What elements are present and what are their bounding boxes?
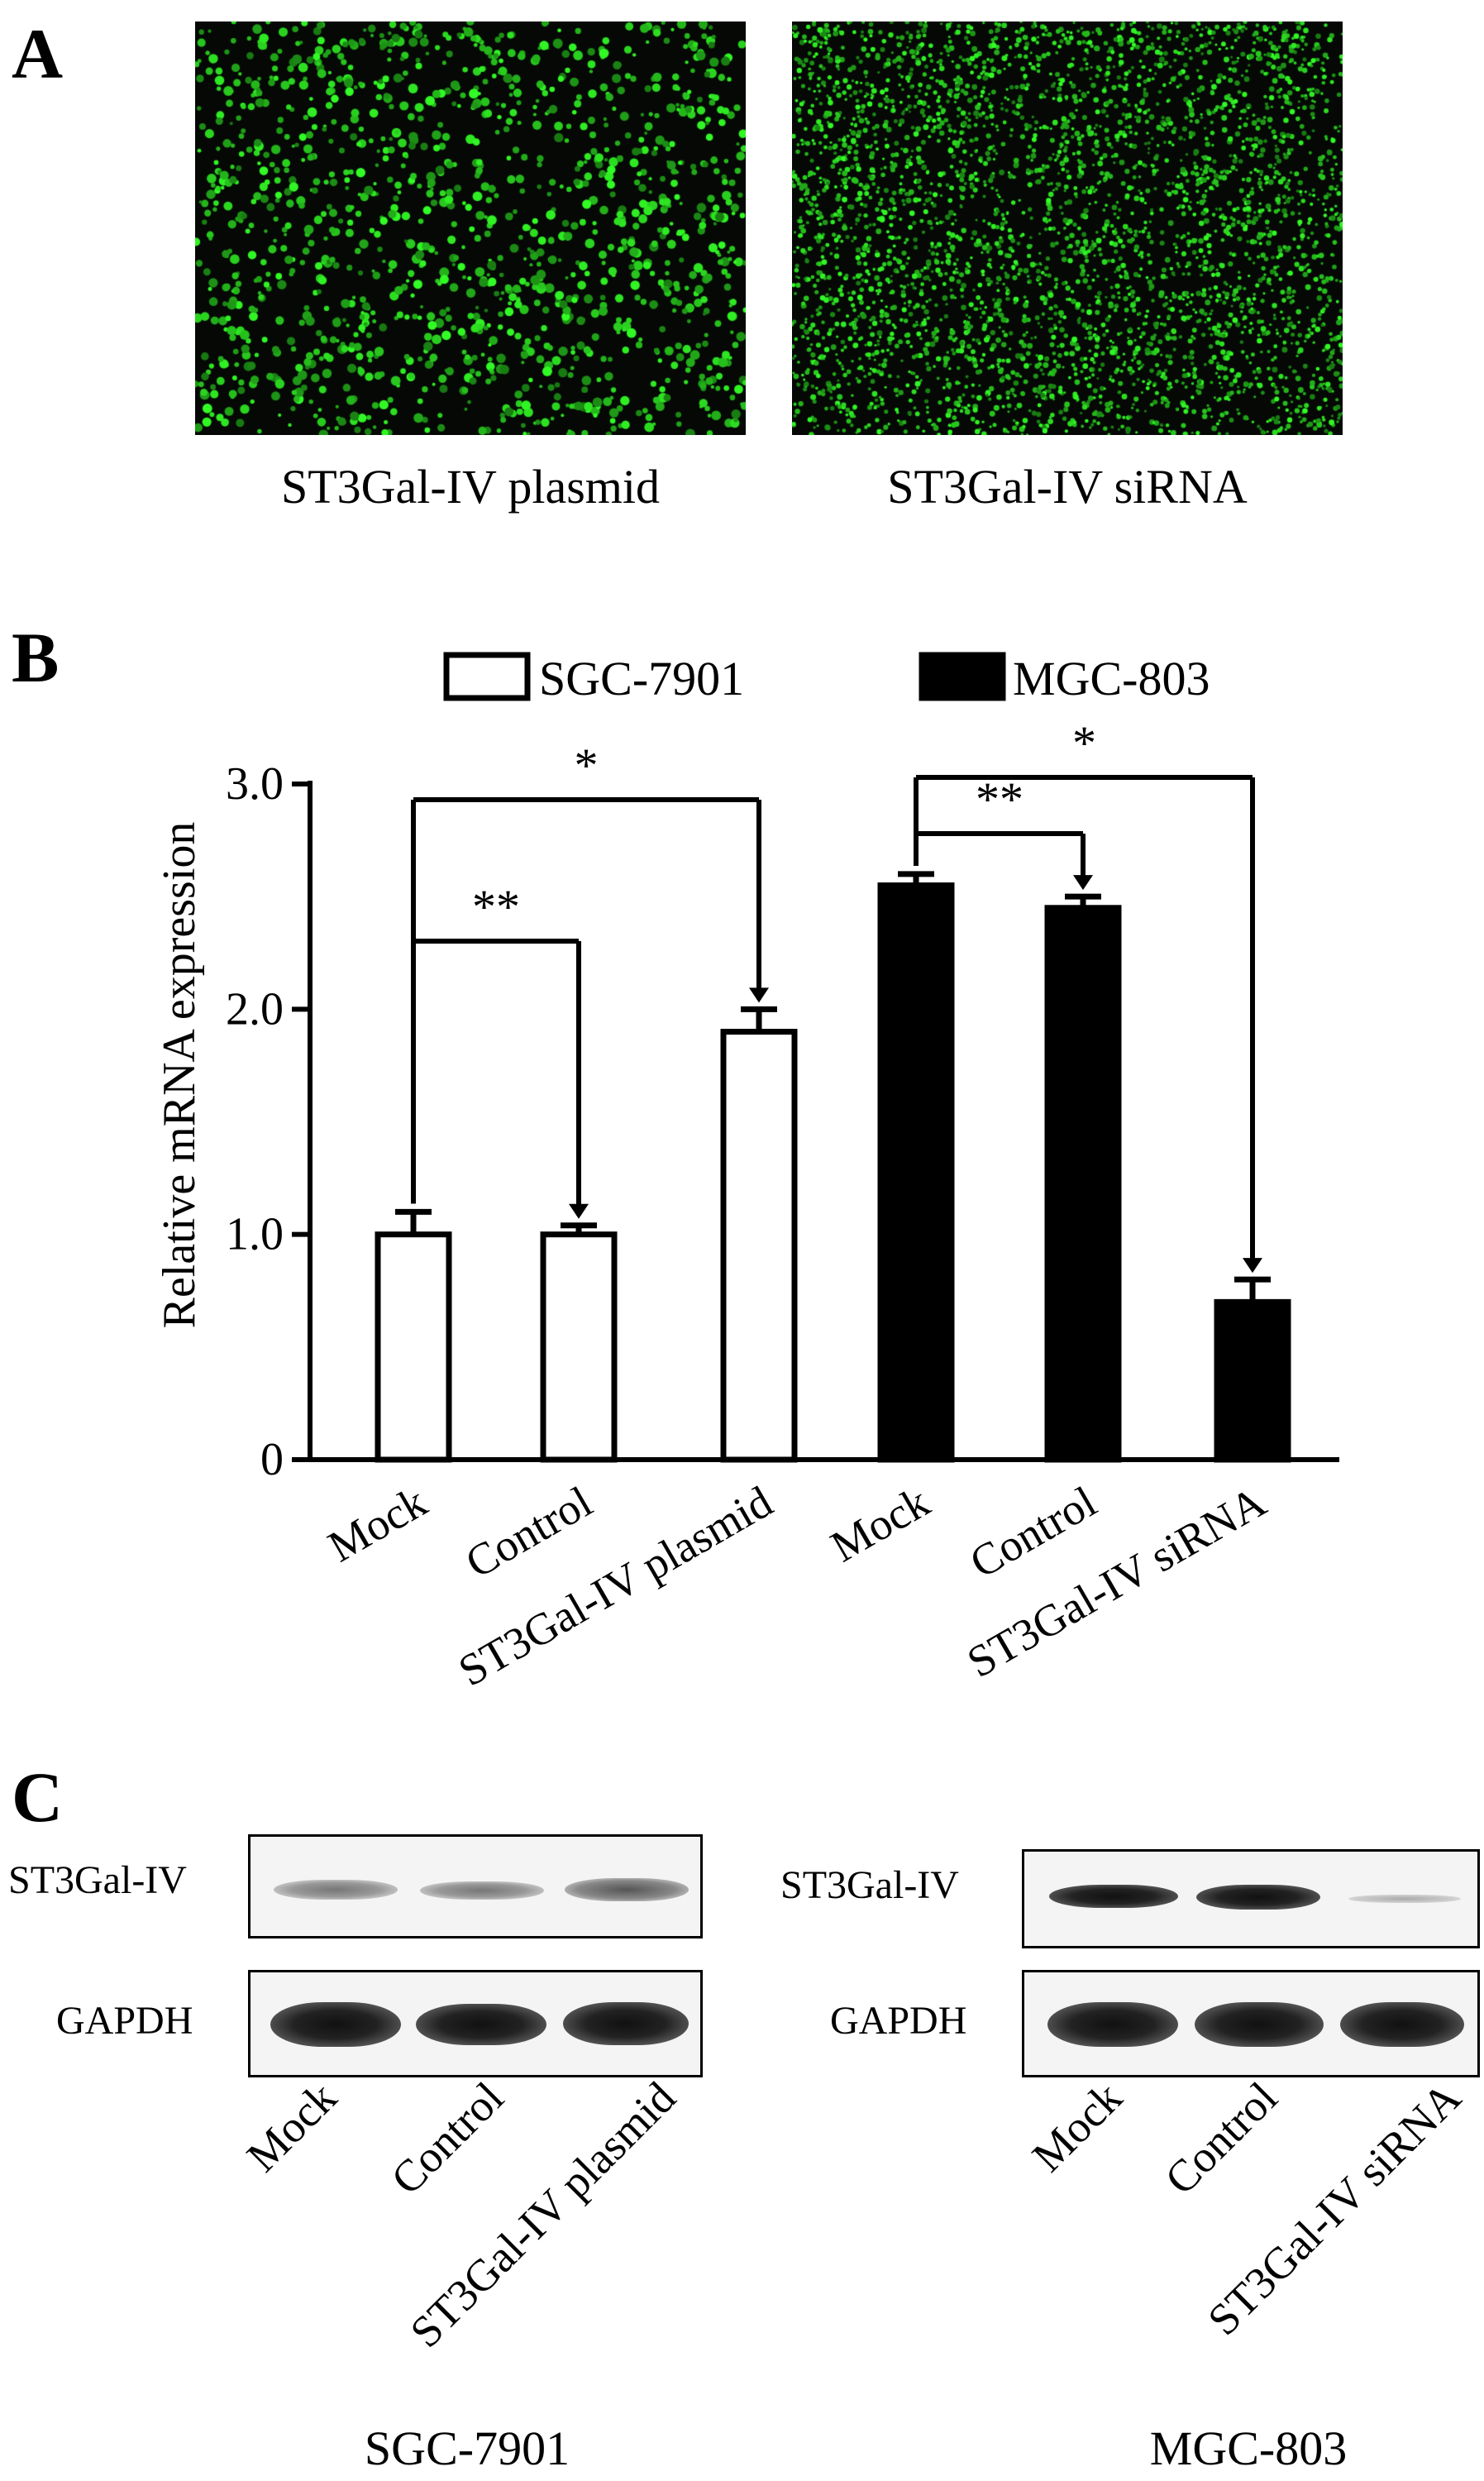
category-label: ST3Gal-IV plasmid [451,1476,780,1695]
caption-plasmid: ST3Gal-IV plasmid [280,460,661,514]
sig-arrow [1073,875,1093,891]
band-left-target-plasmid [565,1878,689,1901]
blot-right-row-label-target: ST3Gal-IV [780,1863,959,1907]
category-label: Mock [320,1476,435,1571]
micrograph-plasmid [195,22,746,435]
band-left-target-mock [274,1880,398,1900]
panel-b-letter: B [12,618,60,697]
cell-line-label-right: MGC-803 [1150,2421,1347,2475]
lane-label-right: Control [1155,2072,1286,2204]
blot-right-gapdh-strip [1022,1970,1480,2077]
category-label: Mock [823,1476,938,1571]
sig-arrow [569,1203,589,1219]
sig-label: * [575,739,599,792]
band-left-target-control [420,1881,544,1900]
sig-arrow [1243,1258,1262,1274]
blot-left-gapdh-strip [248,1970,703,2077]
band-right-target-sirna [1348,1895,1461,1903]
bar [1044,905,1122,1463]
bar [720,1029,798,1463]
lane-label-left: Mock [237,2072,346,2182]
band-left-gapdh-mock [270,2002,401,2047]
legend-label-mgc: MGC-803 [1013,652,1210,705]
fluorescence-image-sirna [792,22,1343,435]
caption-sirna: ST3Gal-IV siRNA [887,460,1248,514]
band-right-gapdh-sirna [1340,2002,1464,2047]
band-right-gapdh-mock [1047,2002,1178,2047]
blot-left-row-label-gapdh: GAPDH [56,1999,193,2043]
sig-arrow [749,987,769,1003]
band-right-gapdh-control [1195,2002,1324,2047]
band-left-gapdh-control [416,2004,546,2045]
y-tick-label: 2.0 [226,983,284,1035]
band-right-target-mock [1049,1885,1178,1908]
sig-label: * [1072,716,1096,770]
band-right-target-control [1196,1885,1320,1910]
y-axis-label: Relative mRNA expression [154,822,205,1329]
band-left-gapdh-plasmid [563,2002,689,2045]
legend-label-sgc: SGC-7901 [539,652,744,705]
bar [877,882,955,1463]
legend-swatch-mgc [919,652,1006,701]
bar [375,1231,452,1463]
y-tick-label: 1.0 [226,1209,284,1260]
sig-label: ** [472,880,520,934]
sig-label: ** [976,772,1024,826]
bar [540,1231,618,1463]
legend-swatch-sgc [443,652,531,701]
fluorescence-image-plasmid [195,22,746,435]
bar-chart: SGC-7901 MGC-803 Relative mRNA expressio… [154,652,1339,1696]
blot-right-row-label-gapdh: GAPDH [830,1999,967,2043]
panel-a-letter: A [12,14,64,93]
category-label: Control [457,1476,600,1587]
category-label: Control [961,1476,1105,1587]
y-tick-label: 3.0 [226,758,284,810]
lane-label-left: Control [381,2072,513,2204]
micrograph-sirna [792,22,1343,435]
bar [1214,1298,1291,1463]
cell-line-label-left: SGC-7901 [365,2421,570,2475]
lane-label-right: Mock [1023,2072,1132,2182]
y-tick-label: 0 [260,1434,284,1485]
category-label: ST3Gal-IV siRNA [959,1476,1274,1687]
blot-left-target-strip [248,1834,703,1938]
blot-left-row-label-target: ST3Gal-IV [8,1858,187,1902]
panel-c-letter: C [12,1757,64,1837]
blot-right-target-strip [1022,1849,1480,1948]
